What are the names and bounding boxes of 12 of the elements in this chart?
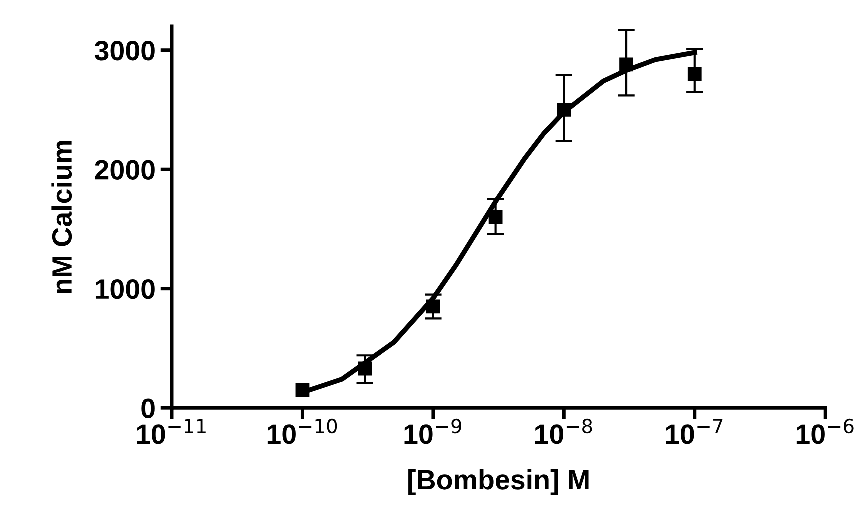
x-tick-label: 10$^{−8}$ [535, 418, 592, 444]
y-axis-title: nM Calcium [52, 141, 72, 294]
y-tick-label: 0 [142, 398, 155, 418]
x-axis-title: [Bombesin] M [408, 469, 589, 496]
x-tick-label: 10$^{−7}$ [666, 419, 723, 444]
x-tick-label: 10$^{−10}$ [268, 418, 338, 444]
x-tick-label: 10$^{−6}$ [796, 418, 854, 444]
x-tick-label: 10$^{−9}$ [404, 418, 462, 444]
y-tick-label: 1000 [96, 280, 155, 300]
y-tick-label: 3000 [94, 41, 155, 61]
y-tick-label: 2000 [95, 160, 155, 180]
x-tick-label: 10$^{−11}$ [137, 419, 206, 444]
